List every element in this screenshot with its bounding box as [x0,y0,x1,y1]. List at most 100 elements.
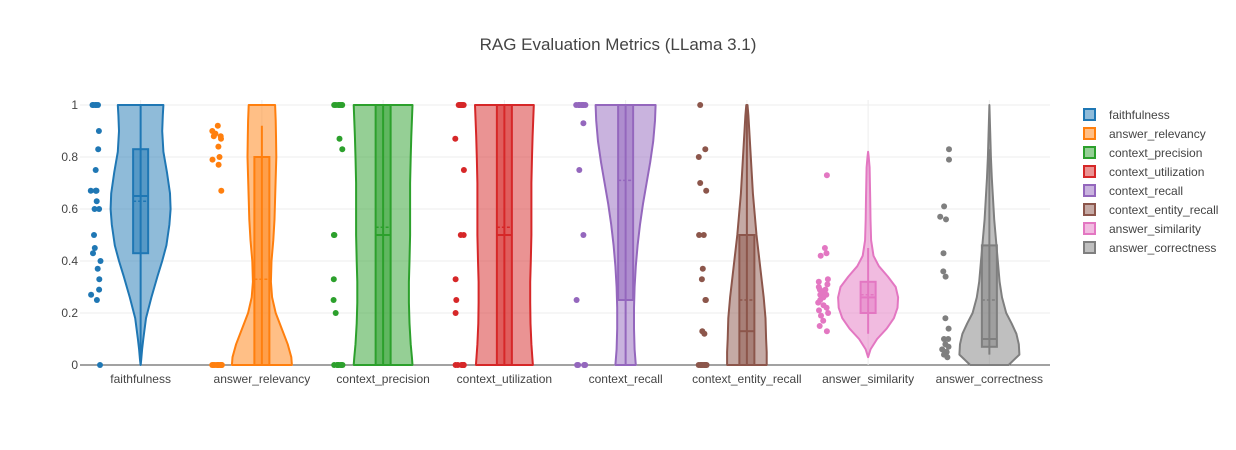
data-point [457,232,464,238]
legend-label: faithfulness [1109,108,1170,122]
data-point [96,286,103,293]
data-point [945,325,952,332]
series-context_entity_recall[interactable] [695,102,768,368]
data-point [700,232,707,238]
data-point [573,297,580,303]
data-point [695,362,702,368]
y-tick-label: 0.4 [61,254,78,268]
legend-item[interactable]: answer_correctness [1083,241,1216,255]
series-answer_correctness[interactable] [937,104,1021,366]
data-point [702,297,709,303]
data-point [701,330,708,337]
data-point [216,154,223,160]
data-point [210,362,217,368]
data-point [825,310,832,316]
data-point [92,167,99,173]
legend-item[interactable]: context_precision [1083,146,1202,160]
series-context_precision[interactable] [330,102,414,368]
data-point [93,187,100,194]
legend-label: context_recall [1109,184,1183,198]
data-point [697,180,704,186]
box-answer_relevancy [253,156,271,366]
data-point [574,362,581,368]
data-point [88,291,95,298]
data-point [452,310,459,316]
legend-item[interactable]: answer_relevancy [1083,127,1206,141]
series-context_utilization[interactable] [452,102,535,368]
data-point [823,328,830,335]
data-point [331,362,338,368]
data-point [215,143,222,150]
data-point [944,354,951,361]
box-context_recall [617,104,635,301]
data-point [941,203,948,210]
data-point [94,265,101,272]
data-point [697,102,704,108]
data-point [218,135,224,142]
data-point [337,362,344,368]
data-point [818,312,824,319]
data-point [824,281,831,288]
data-point [945,336,952,342]
legend-swatch [1083,165,1096,178]
legend-swatch [1083,184,1096,197]
x-tick-label: answer_correctness [936,372,1043,386]
data-point [95,146,102,153]
x-tick-label: context_recall [589,372,663,386]
x-tick-label: answer_similarity [822,372,914,386]
data-point [937,213,944,220]
data-point [91,232,97,238]
y-tick-label: 1 [71,98,78,112]
series-answer_relevancy[interactable] [209,104,293,368]
data-point [453,297,460,303]
legend-item[interactable]: context_utilization [1083,165,1204,179]
legend[interactable]: faithfulness answer_relevancy context_prec… [1083,108,1218,255]
legend-item[interactable]: faithfulness [1083,108,1170,122]
legend-swatch [1083,241,1096,254]
y-tick-label: 0.2 [61,306,78,320]
data-point [210,133,217,140]
data-point [95,128,102,134]
data-point [581,362,588,368]
data-point [97,362,103,368]
data-point [91,206,98,212]
x-axis: faithfulness answer_relevancy context_prec… [110,372,1043,386]
data-point [214,122,221,129]
series-answer_similarity[interactable] [815,150,900,359]
data-point [815,278,822,285]
series-faithfulness[interactable] [87,102,172,368]
legend-label: answer_similarity [1109,222,1201,236]
data-point [330,276,337,283]
data-point [943,216,949,223]
box-answer_correctness [980,244,998,348]
legend-label: answer_correctness [1109,241,1216,255]
data-point [91,245,98,251]
data-point [580,232,587,238]
data-point [815,299,822,306]
x-tick-label: faithfulness [110,372,171,386]
data-point [215,161,222,168]
data-point [696,232,703,238]
data-point [816,323,823,329]
data-point [332,310,339,316]
data-point [703,187,710,194]
data-point [582,102,589,108]
data-point [946,156,952,163]
legend-swatch [1083,127,1096,140]
data-point [458,102,465,108]
legend-label: context_entity_recall [1109,203,1218,217]
legend-item[interactable]: context_recall [1083,184,1183,198]
series-context_recall[interactable] [573,102,657,368]
legend-item[interactable]: context_entity_recall [1083,203,1218,217]
legend-item[interactable]: answer_similarity [1083,222,1201,236]
data-point [821,245,828,251]
data-point [87,187,94,194]
data-point [940,268,947,275]
data-point [817,252,824,259]
data-point [823,304,830,311]
data-point [97,258,104,264]
grid [80,100,1050,366]
legend-swatch [1083,108,1096,121]
data-point [823,172,830,179]
data-point [339,146,346,153]
